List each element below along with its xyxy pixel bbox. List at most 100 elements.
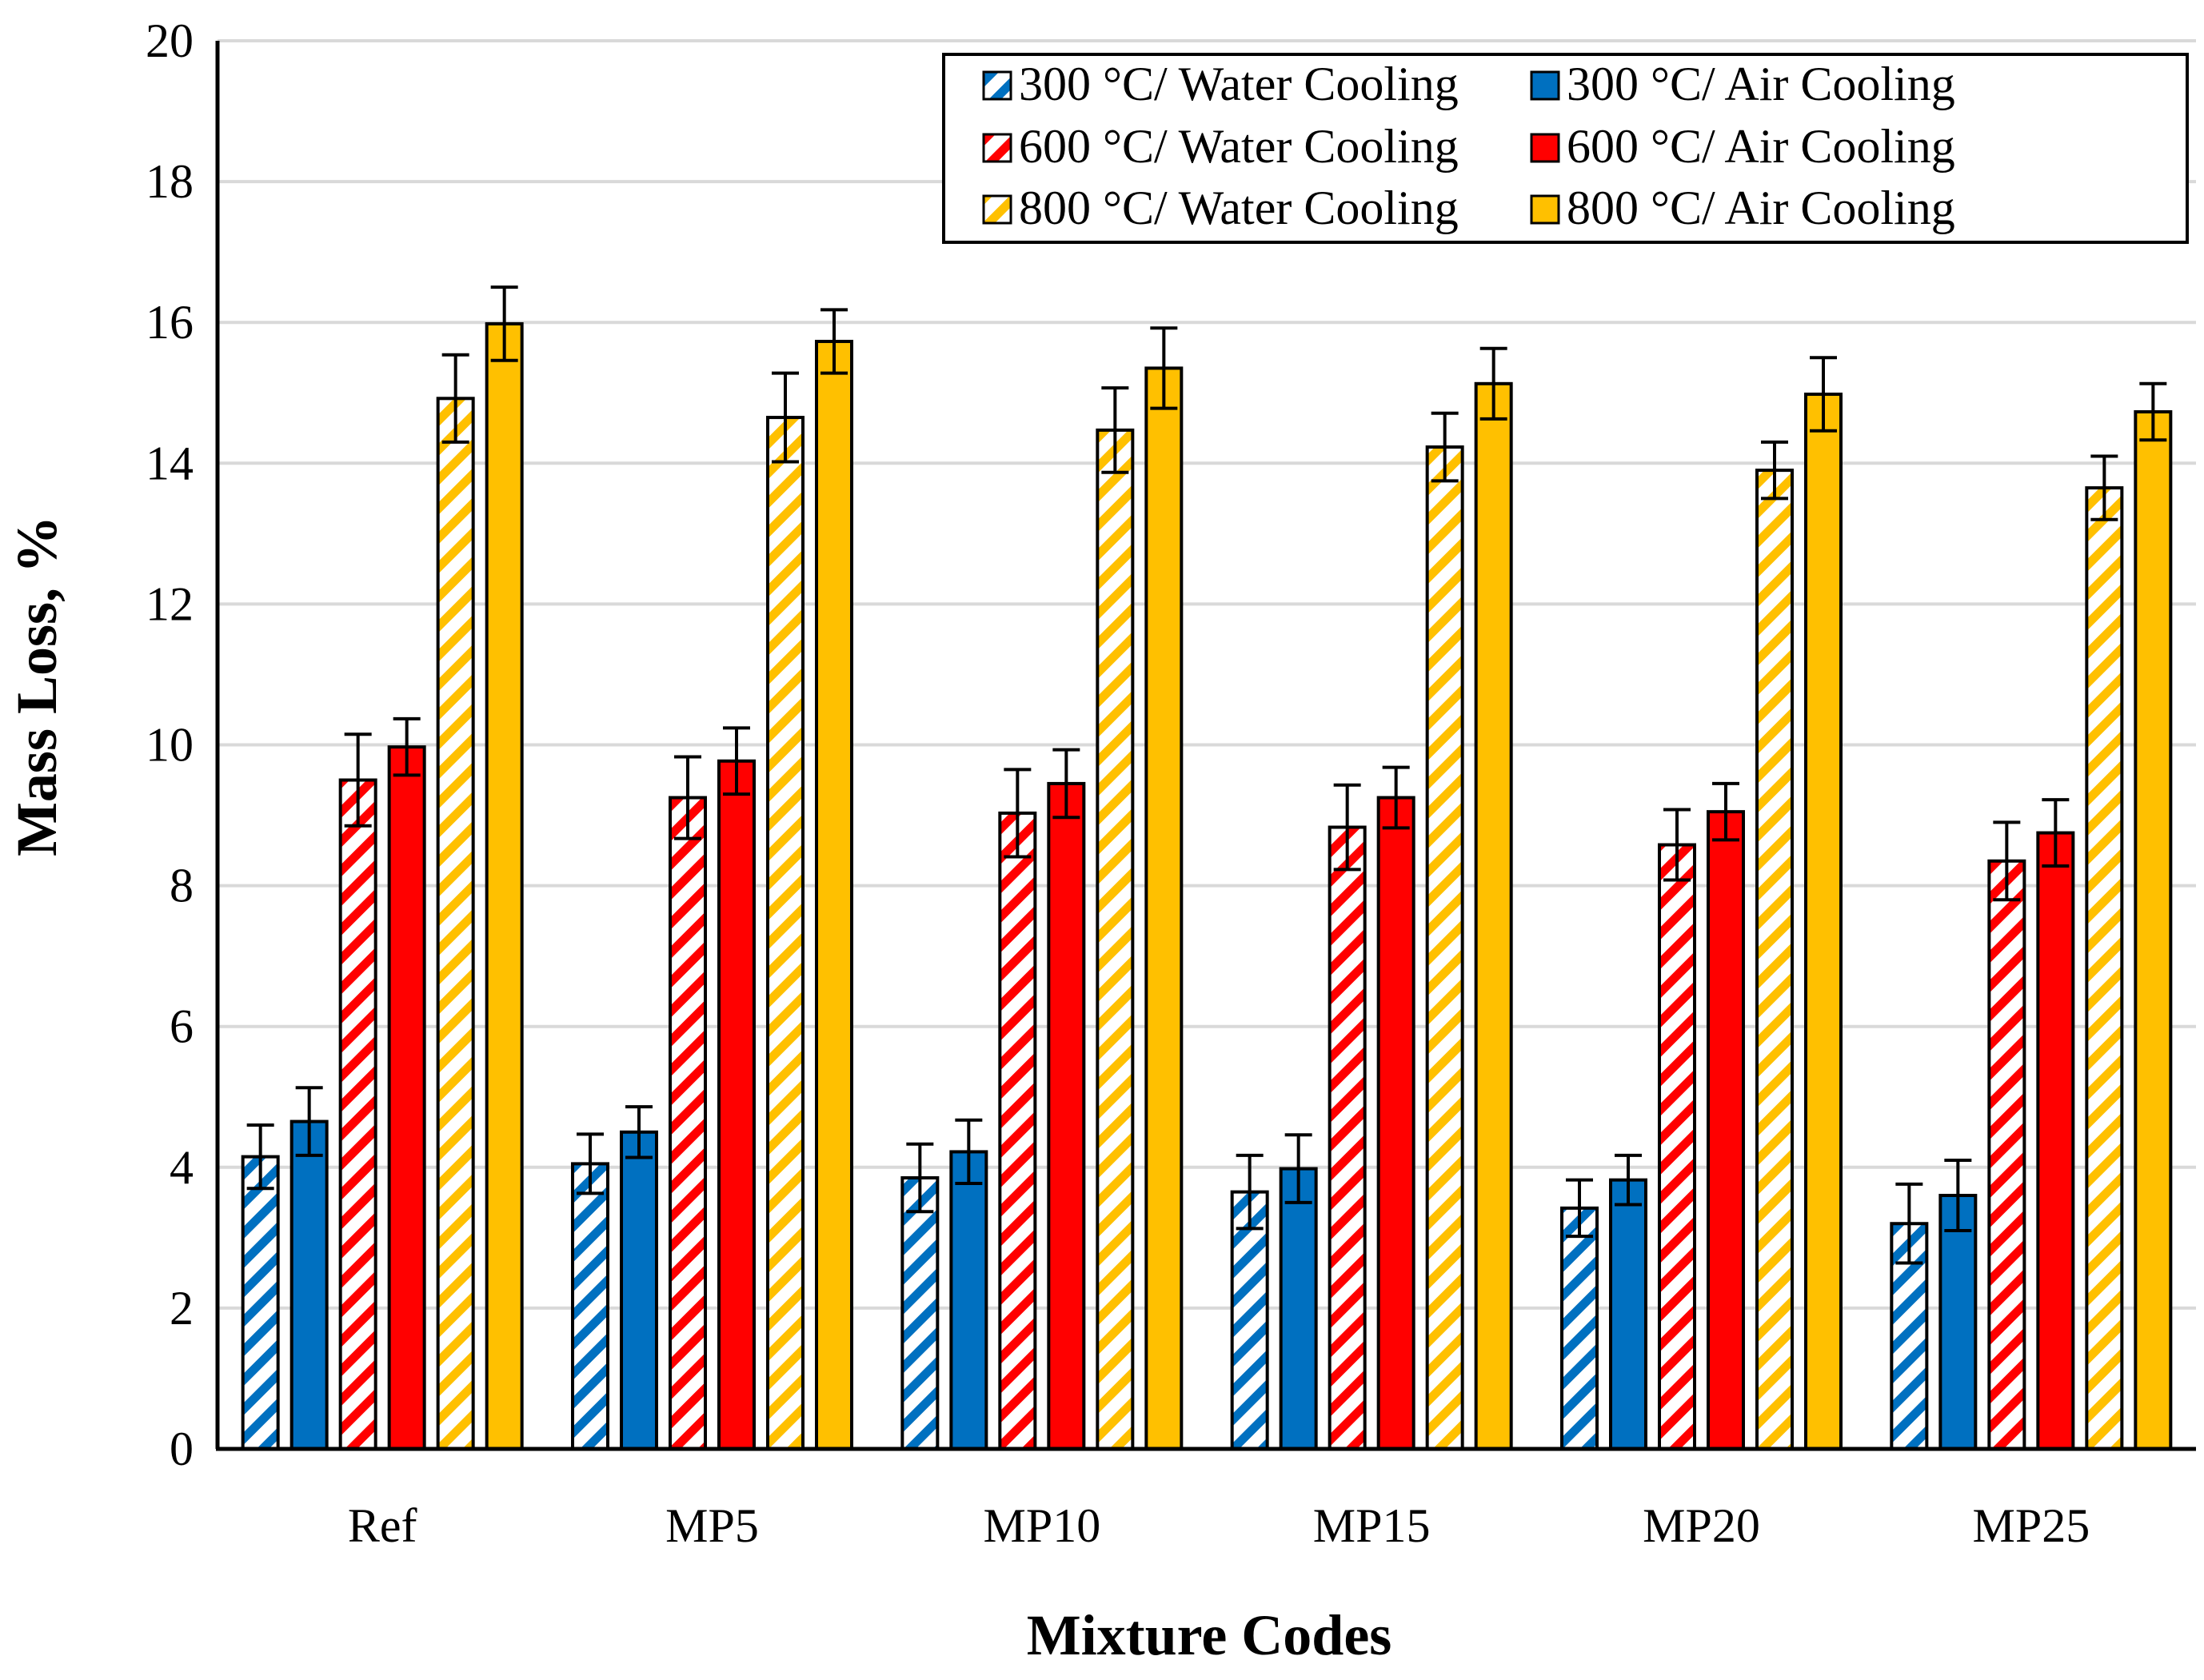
legend-swatch (982, 194, 1012, 225)
x-tick-label: MP15 (1313, 1499, 1431, 1552)
bar (717, 759, 756, 1451)
bar (1376, 796, 1415, 1451)
error-bar (1566, 1178, 1593, 1239)
bar (2134, 410, 2173, 1451)
error-bar (723, 726, 750, 796)
bar (1230, 1190, 1269, 1451)
bar (1938, 1194, 1978, 1451)
error-bar (625, 1105, 653, 1159)
x-tick-label: MP20 (1643, 1499, 1760, 1552)
legend-swatch (1530, 194, 1560, 225)
y-tick-label: 4 (170, 1141, 194, 1194)
x-tick-label: Ref (348, 1499, 417, 1552)
legend-swatch (982, 70, 1012, 101)
error-bar (1284, 1133, 1312, 1204)
bar (241, 1155, 280, 1451)
x-tick-label: MP5 (665, 1499, 759, 1552)
error-bar (1333, 783, 1361, 872)
bar (1987, 859, 2026, 1451)
bar (1755, 469, 1794, 1451)
bar (289, 1119, 329, 1451)
error-bar (906, 1142, 934, 1214)
error-bar (1712, 781, 1739, 842)
bar (1279, 1167, 1318, 1451)
y-tick-label: 2 (170, 1282, 194, 1335)
error-bar (441, 353, 469, 444)
error-bar (1382, 765, 1410, 830)
x-axis-title: Mixture Codes (1027, 1603, 1392, 1667)
bar (436, 397, 475, 1451)
bar (1047, 781, 1086, 1451)
legend-swatch (1530, 133, 1560, 163)
bar (1609, 1178, 1647, 1451)
bar (1328, 825, 1367, 1451)
tick-labels: 0 2 4 6 8 10 12 14 16 18 20 Ref MP5 MP10 MP15 MP20 MP25 (146, 14, 2090, 1552)
error-bar (1052, 748, 1080, 820)
y-tick-label: 14 (146, 437, 194, 489)
bar (1425, 445, 1464, 1451)
error-bar (344, 732, 372, 828)
bar (766, 416, 805, 1451)
bars (241, 285, 2173, 1451)
error-bar (1150, 326, 1178, 410)
y-axis-title: Mass Loss, % (5, 516, 69, 856)
y-tick-label: 8 (170, 860, 194, 912)
legend: 300 °C/ Water Cooling 300 °C/ Air Cooling… (942, 53, 2189, 244)
bar (1707, 810, 1745, 1451)
error-bar (490, 285, 518, 362)
bar (998, 811, 1037, 1451)
legend-swatch (1530, 70, 1560, 101)
error-bar (955, 1118, 983, 1186)
legend-label: 800 °C/ Air Cooling (1567, 182, 1955, 234)
error-bar (2042, 798, 2070, 868)
bar (1096, 428, 1135, 1451)
bar (571, 1162, 609, 1451)
error-bar (1993, 820, 2021, 902)
error-bar (246, 1123, 274, 1191)
x-tick-label: MP25 (1972, 1499, 2090, 1552)
bar (338, 778, 377, 1451)
error-bar (2139, 381, 2167, 442)
y-tick-label: 18 (146, 155, 194, 208)
axes (215, 41, 2196, 1451)
legend-label: 600 °C/ Air Cooling (1567, 120, 1955, 173)
legend-box (942, 53, 2189, 244)
y-tick-label: 6 (170, 1000, 194, 1053)
bar (1474, 381, 1513, 1451)
error-bar (1810, 356, 1837, 433)
y-tick-label: 20 (146, 14, 194, 67)
bar (620, 1130, 658, 1451)
bar (900, 1176, 940, 1451)
gridlines (218, 39, 2196, 1310)
bar (1658, 843, 1696, 1451)
legend-label: 600 °C/ Water Cooling (1019, 120, 1459, 173)
bar (949, 1150, 988, 1451)
error-bar (1236, 1153, 1264, 1231)
y-tick-label: 10 (146, 719, 194, 772)
error-bar (2090, 454, 2118, 521)
bar (815, 339, 853, 1451)
y-tick-label: 12 (146, 577, 194, 630)
error-bar (772, 371, 799, 464)
error-bar (1004, 768, 1032, 859)
bar (387, 745, 426, 1451)
error-bar (1479, 346, 1507, 421)
legend-label: 800 °C/ Water Cooling (1019, 182, 1459, 234)
legend-label: 300 °C/ Water Cooling (1019, 58, 1459, 110)
error-bar (674, 755, 701, 840)
x-tick-label: MP10 (983, 1499, 1100, 1552)
bar (2036, 831, 2075, 1451)
y-tick-label: 16 (146, 296, 194, 349)
bar (1804, 393, 1843, 1451)
error-bar (1663, 808, 1691, 882)
bar (1144, 366, 1184, 1451)
error-bar (1615, 1153, 1642, 1207)
error-bar (393, 716, 421, 777)
error-bar (1101, 386, 1129, 474)
error-bar (821, 308, 848, 375)
error-bar (577, 1132, 604, 1195)
bar (485, 321, 524, 1451)
error-bar (1944, 1158, 1972, 1233)
